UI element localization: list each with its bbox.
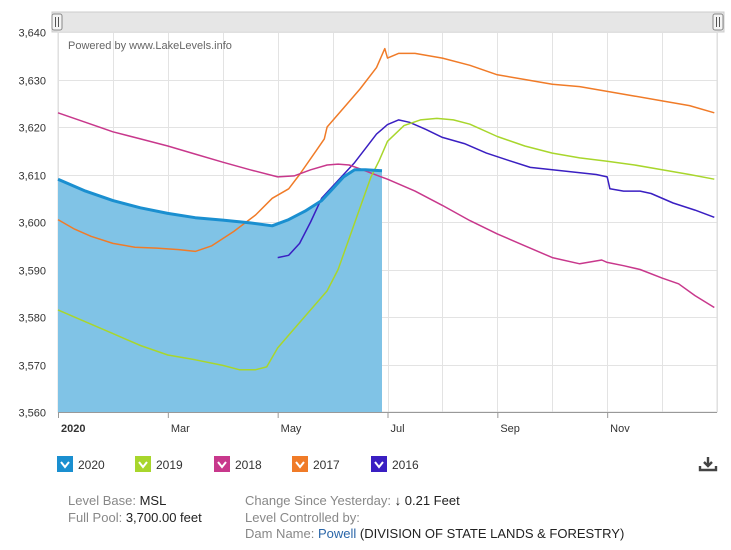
navigator-handle-right[interactable]	[712, 13, 724, 31]
legend-label: 2019	[156, 458, 183, 472]
legend-label: 2017	[313, 458, 340, 472]
navigator-bar[interactable]	[51, 11, 725, 33]
y-tick-label: 3,590	[18, 266, 46, 278]
level-base-value: MSL	[139, 493, 167, 508]
x-tick-label: 2020	[61, 423, 85, 435]
controlled-label: Level Controlled by:	[245, 510, 360, 525]
chart-credit: Powered by www.LakeLevels.info	[68, 40, 232, 52]
legend-item-2019[interactable]: 2019	[135, 456, 183, 472]
legend-label: 2018	[235, 458, 262, 472]
series-line-2020[interactable]	[57, 168, 383, 228]
dam-agency: (DIVISION OF STATE LANDS & FORESTRY)	[359, 526, 625, 541]
legend-item-2018[interactable]: 2018	[214, 456, 262, 472]
legend-check-icon	[217, 461, 227, 469]
y-tick-label: 3,580	[18, 313, 46, 325]
legend-item-2016[interactable]: 2016	[371, 456, 419, 472]
navigator-handle-left[interactable]	[51, 13, 63, 31]
legend-swatch	[135, 456, 151, 472]
change-row: Change Since Yesterday: ↓ 0.21 Feet	[245, 493, 460, 508]
change-label: Change Since Yesterday:	[245, 493, 391, 508]
series-line-2017[interactable]	[57, 47, 715, 253]
dam-link[interactable]: Powell	[317, 526, 357, 541]
x-tick-label: Jul	[391, 423, 405, 435]
x-tick-label: Nov	[610, 423, 630, 435]
change-arrow-icon: ↓	[394, 493, 402, 508]
y-tick-label: 3,620	[18, 123, 46, 135]
full-pool-row: Full Pool: 3,700.00 feet	[68, 510, 202, 525]
x-tick-label: Sep	[500, 423, 520, 435]
level-base-label: Level Base:	[68, 493, 136, 508]
axis-layer: 3,560 3,570 3,580 3,590 3,600 3,610 3,620 3,630…	[18, 28, 717, 435]
legend-check-icon	[138, 461, 148, 469]
series-layer	[57, 47, 715, 412]
legend: 2020 2019 2018 2017 2016	[57, 456, 419, 472]
legend-swatch	[371, 456, 387, 472]
legend-check-icon	[60, 461, 70, 469]
y-tick-label: 3,570	[18, 361, 46, 373]
series-line-2016[interactable]	[277, 119, 715, 259]
y-tick-label: 3,630	[18, 76, 46, 88]
legend-check-icon	[295, 461, 305, 469]
series-area-2020	[58, 169, 382, 412]
x-tick-label: May	[281, 423, 302, 435]
dam-row: Dam Name: Powell (DIVISION OF STATE LAND…	[245, 526, 624, 541]
legend-swatch	[57, 456, 73, 472]
series-line-2018[interactable]	[57, 112, 715, 309]
y-tick-label: 3,640	[18, 28, 46, 40]
y-tick-label: 3,560	[18, 408, 46, 420]
legend-item-2017[interactable]: 2017	[292, 456, 340, 472]
legend-check-icon	[374, 461, 384, 469]
dam-label: Dam Name:	[245, 526, 315, 541]
y-tick-label: 3,600	[18, 218, 46, 230]
level-base-row: Level Base: MSL	[68, 493, 166, 508]
series-line-2019[interactable]	[57, 117, 715, 371]
change-value: 0.21 Feet	[404, 493, 460, 508]
full-pool-label: Full Pool:	[68, 510, 123, 525]
legend-swatch	[214, 456, 230, 472]
legend-swatch	[292, 456, 308, 472]
controlled-row: Level Controlled by:	[245, 510, 360, 525]
full-pool-value: 3,700.00 feet	[125, 510, 202, 525]
download-icon[interactable]	[696, 454, 720, 474]
legend-label: 2016	[392, 458, 419, 472]
chart-svg: 3,560 3,570 3,580 3,590 3,600 3,610 3,620 3,630…	[18, 11, 725, 474]
y-tick-label: 3,610	[18, 171, 46, 183]
legend-item-2020[interactable]: 2020	[57, 456, 105, 472]
legend-label: 2020	[78, 458, 105, 472]
x-tick-label: Mar	[171, 423, 190, 435]
